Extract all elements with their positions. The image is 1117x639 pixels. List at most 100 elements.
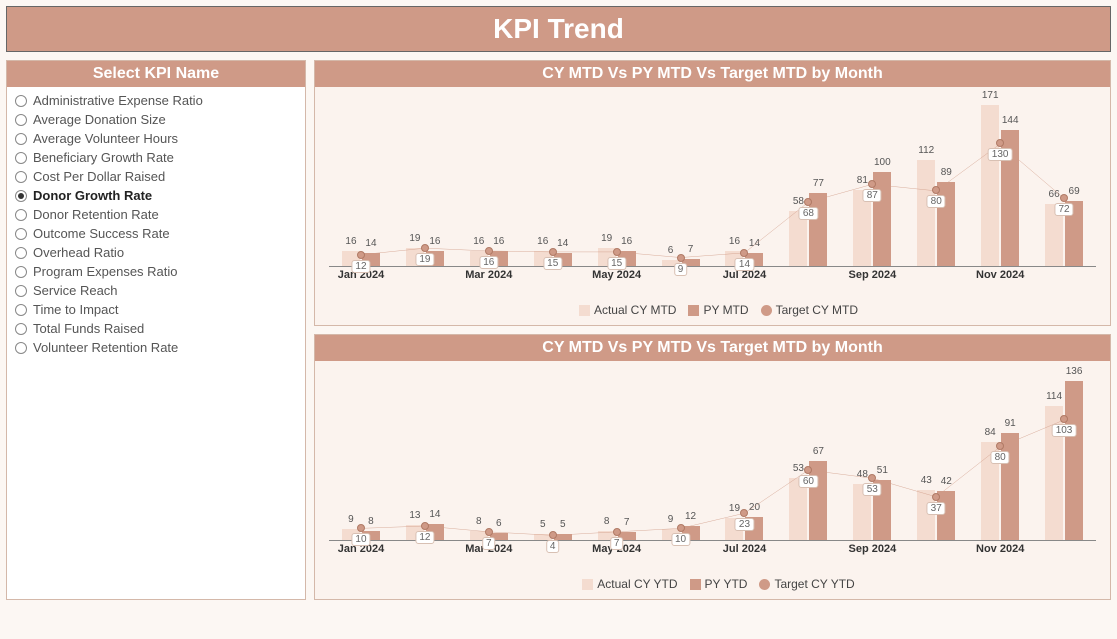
kpi-option[interactable]: Overhead Ratio	[15, 243, 297, 262]
bar-value-label: 9	[348, 514, 354, 525]
chart-area: 1614191616161614191667161458778110011289…	[315, 87, 1110, 297]
target-value-label: 7	[482, 537, 496, 550]
main-layout: Select KPI Name Administrative Expense R…	[6, 60, 1111, 600]
target-marker	[485, 247, 493, 255]
kpi-option[interactable]: Total Funds Raised	[15, 319, 297, 338]
target-marker	[932, 186, 940, 194]
x-axis-label	[393, 269, 457, 281]
chart-panel: CY MTD Vs PY MTD Vs Target MTD by Month9…	[314, 334, 1111, 600]
legend-label: Target CY MTD	[776, 303, 858, 317]
bar-value-label: 66	[1049, 189, 1060, 200]
radio-icon	[15, 114, 27, 126]
target-marker	[868, 474, 876, 482]
target-value-label: 130	[988, 148, 1013, 161]
target-marker	[549, 531, 557, 539]
bar-value-label: 19	[409, 233, 420, 244]
bar-value-label: 16	[473, 236, 484, 247]
bar-value-label: 7	[624, 517, 630, 528]
target-marker	[613, 248, 621, 256]
x-axis-label: Sep 2024	[840, 269, 904, 281]
radio-icon	[15, 266, 27, 278]
target-marker	[740, 249, 748, 257]
bar-value-label: 67	[813, 446, 824, 457]
kpi-option[interactable]: Average Donation Size	[15, 110, 297, 129]
bar-value-label: 69	[1069, 186, 1080, 197]
target-marker	[677, 524, 685, 532]
radio-icon	[15, 342, 27, 354]
target-value-label: 4	[546, 540, 560, 553]
kpi-option-label: Average Volunteer Hours	[33, 131, 178, 146]
target-value-label: 19	[415, 253, 434, 266]
bar-value-label: 12	[685, 511, 696, 522]
kpi-list: Administrative Expense Ratio Average Dona…	[7, 87, 305, 361]
bar-value-label: 16	[345, 236, 356, 247]
target-marker	[357, 524, 365, 532]
legend-label: Actual CY MTD	[594, 303, 676, 317]
kpi-option-label: Donor Retention Rate	[33, 207, 159, 222]
x-axis-label: May 2024	[585, 269, 649, 281]
bar-value-label: 8	[368, 516, 374, 527]
target-marker	[868, 180, 876, 188]
bar-py: 42	[937, 491, 955, 540]
kpi-option[interactable]: Time to Impact	[15, 300, 297, 319]
bar-value-label: 16	[537, 236, 548, 247]
kpi-option[interactable]: Service Reach	[15, 281, 297, 300]
kpi-option[interactable]: Donor Growth Rate	[15, 186, 297, 205]
kpi-option[interactable]: Average Volunteer Hours	[15, 129, 297, 148]
kpi-option[interactable]: Administrative Expense Ratio	[15, 91, 297, 110]
target-value-label: 12	[415, 531, 434, 544]
target-marker	[740, 509, 748, 517]
target-marker	[1060, 415, 1068, 423]
kpi-option[interactable]: Donor Retention Rate	[15, 205, 297, 224]
bar-value-label: 43	[921, 475, 932, 486]
x-axis-label	[1032, 269, 1096, 281]
target-value-label: 68	[799, 207, 818, 220]
kpi-option[interactable]: Cost Per Dollar Raised	[15, 167, 297, 186]
bar-value-label: 14	[365, 238, 376, 249]
kpi-option-label: Total Funds Raised	[33, 321, 144, 336]
target-marker	[613, 528, 621, 536]
bar-value-label: 6	[668, 245, 674, 256]
target-value-label: 7	[610, 537, 624, 550]
bar-cy: 112	[917, 160, 935, 266]
kpi-option-label: Cost Per Dollar Raised	[33, 169, 165, 184]
target-value-label: 15	[543, 257, 562, 270]
bar-cy: 171	[981, 105, 999, 267]
bar-py: 67	[809, 461, 827, 540]
month-group: 171144	[968, 105, 1032, 267]
bar-py: 91	[1001, 433, 1019, 540]
kpi-option-label: Program Expenses Ratio	[33, 264, 178, 279]
bar-value-label: 13	[409, 510, 420, 521]
kpi-option[interactable]: Beneficiary Growth Rate	[15, 148, 297, 167]
target-value-label: 16	[479, 256, 498, 269]
bar-value-label: 77	[813, 178, 824, 189]
bar-value-label: 114	[1046, 391, 1062, 402]
kpi-option-label: Average Donation Size	[33, 112, 166, 127]
kpi-option[interactable]: Outcome Success Rate	[15, 224, 297, 243]
kpi-option-label: Service Reach	[33, 283, 118, 298]
kpi-option-label: Donor Growth Rate	[33, 188, 152, 203]
target-marker	[804, 198, 812, 206]
page-title: KPI Trend	[6, 6, 1111, 52]
bar-value-label: 112	[918, 145, 934, 156]
x-axis-label: Sep 2024	[840, 543, 904, 555]
bar-value-label: 5	[560, 519, 566, 530]
radio-icon	[15, 133, 27, 145]
kpi-option[interactable]: Volunteer Retention Rate	[15, 338, 297, 357]
target-marker	[1060, 194, 1068, 202]
target-value-label: 37	[927, 502, 946, 515]
target-value-label: 10	[351, 533, 370, 546]
kpi-option[interactable]: Program Expenses Ratio	[15, 262, 297, 281]
bar-value-label: 20	[749, 502, 760, 513]
x-axis-label	[904, 543, 968, 555]
kpi-option-label: Volunteer Retention Rate	[33, 340, 178, 355]
bars-row: 1614191616161614191667161458778110011289…	[329, 97, 1096, 267]
x-axis-label	[521, 269, 585, 281]
target-value-label: 72	[1054, 203, 1073, 216]
radio-icon	[15, 190, 27, 202]
bar-value-label: 51	[877, 465, 888, 476]
x-axis-label: Nov 2024	[968, 543, 1032, 555]
legend-label: Target CY YTD	[774, 577, 854, 591]
bar-value-label: 144	[1002, 115, 1019, 126]
target-value-label: 60	[799, 475, 818, 488]
